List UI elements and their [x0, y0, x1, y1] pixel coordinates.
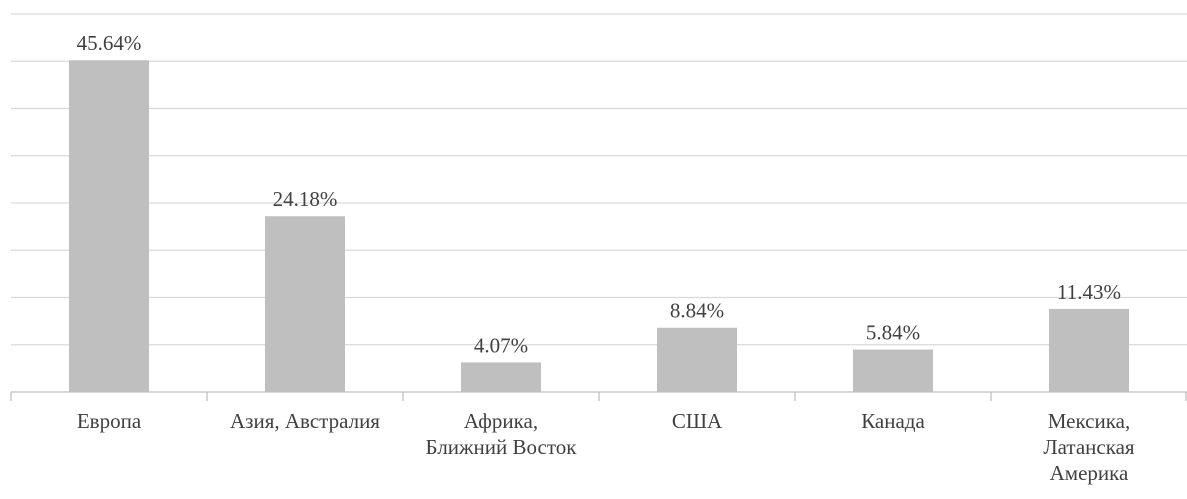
x-tick-label: Мексика, Латанская Америка	[1043, 409, 1135, 485]
x-tick-label: Азия, Австралия	[230, 409, 380, 433]
x-tick-label: США	[671, 409, 723, 433]
x-tick-label: Канада	[861, 409, 925, 433]
data-label: 4.07%	[474, 333, 528, 357]
data-label: 8.84%	[670, 299, 724, 323]
x-tick-label: Африка, Ближний Восток	[425, 409, 577, 459]
data-label: 5.84%	[866, 321, 920, 345]
x-tick-label: Европа	[76, 409, 142, 433]
data-label: 11.43%	[1057, 280, 1121, 304]
bar	[265, 216, 345, 392]
bar	[461, 362, 541, 392]
bar	[657, 327, 737, 392]
data-label: 24.18%	[273, 187, 338, 211]
bar	[1049, 308, 1129, 392]
bar	[853, 349, 933, 392]
bar	[69, 60, 149, 393]
data-label: 45.64%	[77, 31, 142, 55]
